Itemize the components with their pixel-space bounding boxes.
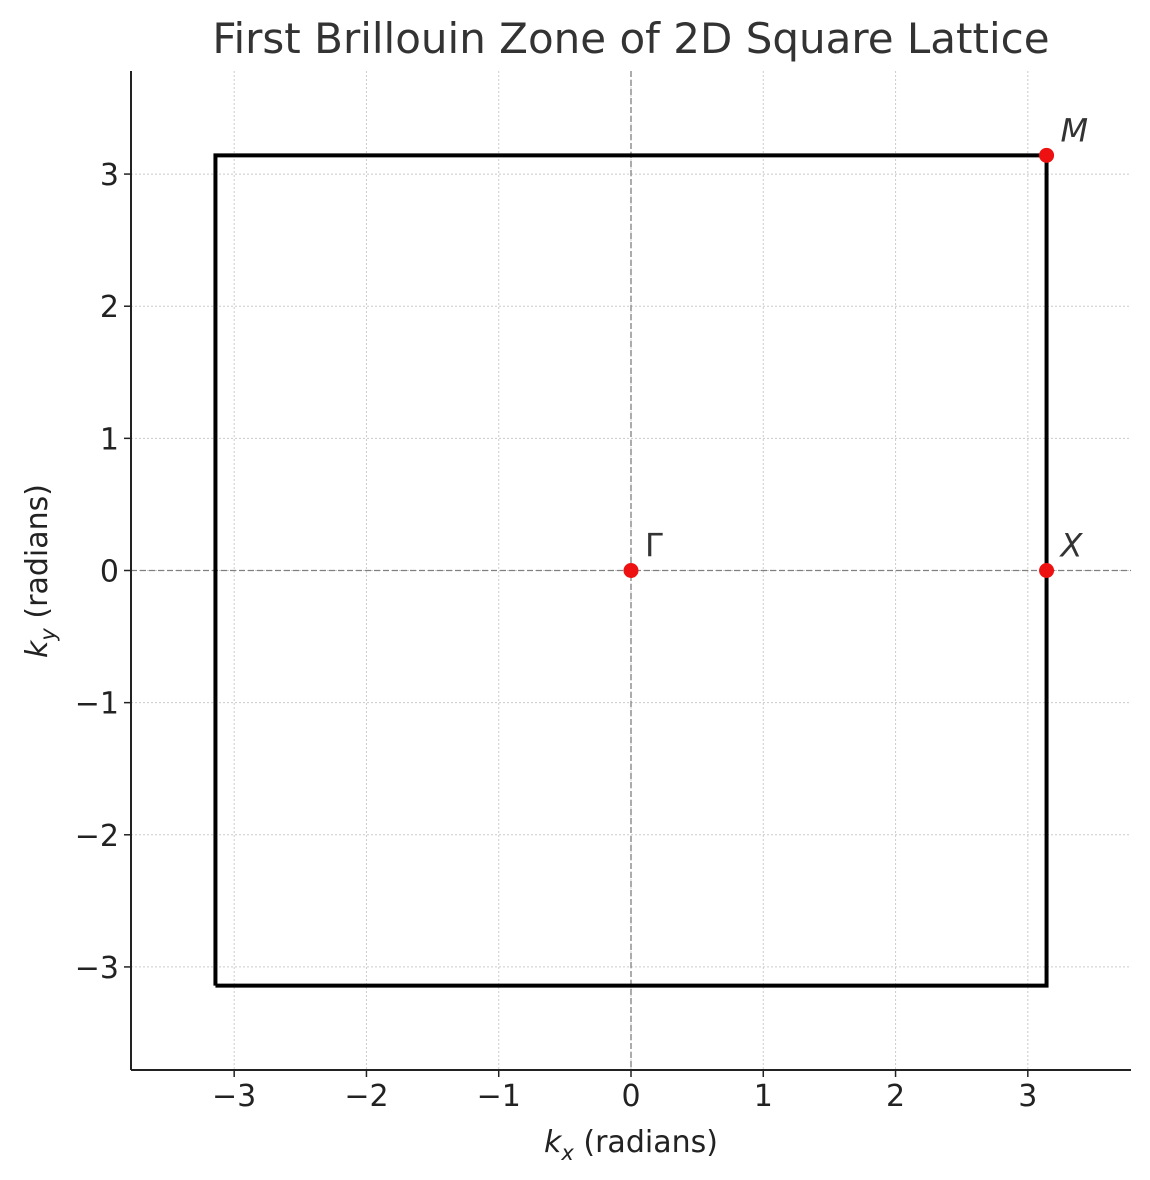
y-tick-label: 1 [100, 422, 119, 457]
axis-label-unit: (radians) [574, 1125, 718, 1160]
x-tick-label: 2 [886, 1079, 905, 1114]
x-tick-label: −1 [477, 1079, 521, 1114]
y-axis-label: ky (radians) [20, 484, 60, 658]
y-tick-label: 2 [100, 290, 119, 325]
axis-label-variable: k [544, 1125, 563, 1160]
y-tick-label: −3 [75, 951, 119, 986]
y-tick-label: 3 [100, 158, 119, 193]
x-tick-label: −2 [344, 1079, 388, 1114]
axis-label-subscript: y [36, 628, 60, 642]
point-gamma [623, 563, 639, 578]
ticks: −3 −2 −1 0 1 2 3 −3 −2 −1 0 1 2 3 [75, 158, 1038, 1114]
points: Γ X M [623, 111, 1089, 578]
x-tick-label: 0 [621, 1079, 640, 1114]
x-tick-label: −3 [212, 1079, 256, 1114]
point-label-m: M [1061, 111, 1089, 149]
point-x [1039, 563, 1055, 578]
y-tick-label: −1 [75, 687, 119, 722]
y-tick-label: 0 [100, 555, 119, 590]
x-tick-label: 3 [1018, 1079, 1037, 1114]
point-m [1039, 147, 1055, 163]
chart-title: First Brillouin Zone of 2D Square Lattic… [212, 14, 1049, 63]
point-label-x: X [1059, 527, 1084, 565]
axis-label-subscript: x [560, 1141, 574, 1165]
x-axis-label: kx (radians) [544, 1125, 718, 1165]
axis-label-variable: k [20, 639, 55, 658]
y-tick-label: −2 [75, 819, 119, 854]
axis-label-unit: (radians) [20, 484, 55, 628]
point-label-gamma: Γ [645, 527, 663, 565]
x-tick-label: 1 [754, 1079, 773, 1114]
